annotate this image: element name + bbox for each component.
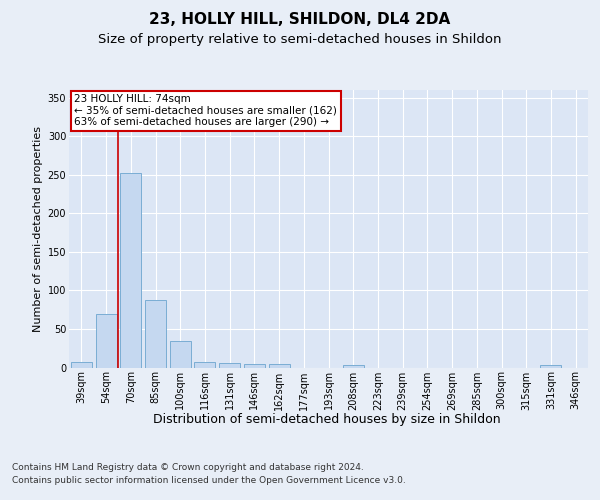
Bar bbox=[170, 340, 191, 367]
Bar bbox=[95, 314, 116, 368]
Text: Distribution of semi-detached houses by size in Shildon: Distribution of semi-detached houses by … bbox=[153, 412, 501, 426]
Text: Size of property relative to semi-detached houses in Shildon: Size of property relative to semi-detach… bbox=[98, 32, 502, 46]
Bar bbox=[71, 362, 92, 368]
Bar bbox=[244, 364, 265, 368]
Bar bbox=[541, 365, 562, 368]
Bar bbox=[269, 364, 290, 368]
Bar bbox=[120, 174, 141, 368]
Bar bbox=[194, 362, 215, 368]
Text: Contains HM Land Registry data © Crown copyright and database right 2024.: Contains HM Land Registry data © Crown c… bbox=[12, 462, 364, 471]
Bar bbox=[343, 365, 364, 368]
Y-axis label: Number of semi-detached properties: Number of semi-detached properties bbox=[34, 126, 43, 332]
Text: 23, HOLLY HILL, SHILDON, DL4 2DA: 23, HOLLY HILL, SHILDON, DL4 2DA bbox=[149, 12, 451, 28]
Text: Contains public sector information licensed under the Open Government Licence v3: Contains public sector information licen… bbox=[12, 476, 406, 485]
Text: 23 HOLLY HILL: 74sqm
← 35% of semi-detached houses are smaller (162)
63% of semi: 23 HOLLY HILL: 74sqm ← 35% of semi-detac… bbox=[74, 94, 337, 128]
Bar bbox=[219, 363, 240, 368]
Bar bbox=[145, 300, 166, 368]
